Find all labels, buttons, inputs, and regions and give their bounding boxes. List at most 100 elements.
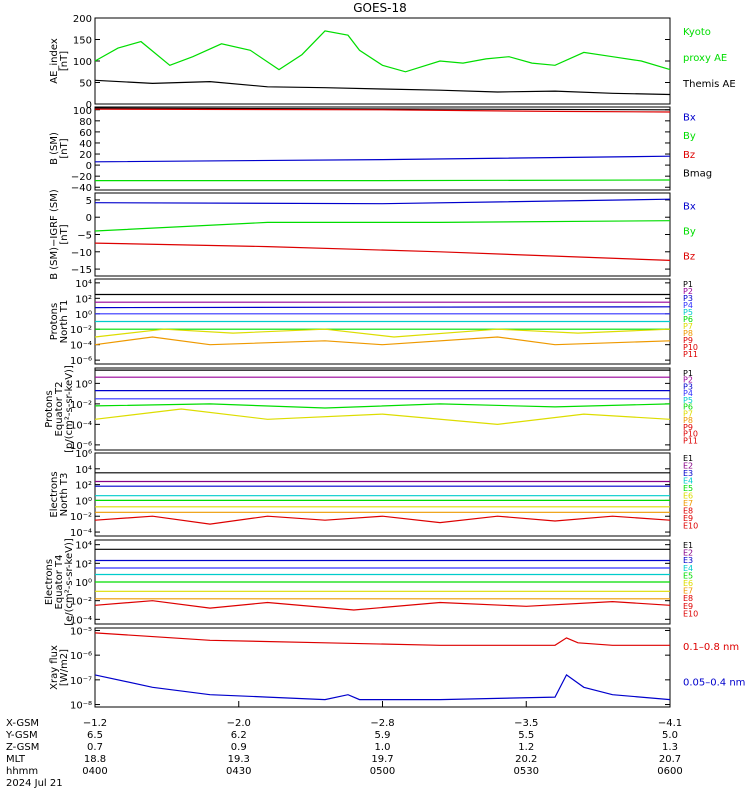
y-tick-label: 10⁻⁴ — [70, 528, 92, 539]
series-legend-label: P3 — [683, 382, 693, 391]
bottom-axis-value: −4.1 — [658, 718, 682, 729]
series-legend-label: E6 — [683, 492, 693, 501]
y-axis-label: Electrons — [49, 471, 60, 517]
series-line-2-4 — [95, 179, 671, 182]
y-axis-label: [e/(cm²-s-sr-keV)] — [64, 538, 75, 626]
series-legend-label: P4 — [683, 301, 693, 310]
y-tick-label: 200 — [73, 14, 92, 25]
series-line-4-8 — [94, 336, 671, 346]
series-legend-label: E10 — [683, 522, 698, 531]
y-tick-label: 10⁰ — [75, 310, 92, 321]
y-tick-label: 20 — [79, 150, 92, 161]
series-legend-label: E2 — [683, 462, 693, 471]
y-tick-label: 10⁻⁵ — [70, 626, 92, 637]
series-line-3-1 — [94, 198, 671, 205]
y-tick-label: 100 — [73, 57, 92, 68]
bottom-axis-value: 6.5 — [87, 730, 103, 741]
y-tick-label: 50 — [79, 79, 92, 90]
series-line-7-8 — [94, 600, 671, 611]
y-tick-label: −15 — [71, 265, 92, 276]
panel-frame — [94, 106, 671, 191]
y-tick-label: 10⁻² — [70, 325, 92, 336]
series-line-3-3 — [94, 242, 671, 261]
chart-title: GOES-18 — [353, 1, 407, 15]
y-axis-label: North T1 — [59, 300, 70, 344]
bottom-row-label: 2024 Jul 21 — [6, 778, 63, 789]
bottom-axis-value: −1.2 — [83, 718, 107, 729]
bottom-axis-value: 20.7 — [659, 754, 681, 765]
series-legend-label: E1 — [683, 454, 693, 463]
bottom-row-label: Y-GSM — [5, 730, 38, 741]
series-legend-label: P9 — [683, 423, 693, 432]
y-tick-label: 10⁻⁷ — [70, 676, 92, 687]
bottom-axis-value: 18.8 — [84, 754, 106, 765]
y-tick-label: 5 — [86, 196, 92, 207]
bottom-axis-value: 1.3 — [662, 742, 678, 753]
series-legend-label: P8 — [683, 416, 693, 425]
y-tick-label: −10 — [71, 248, 92, 259]
y-tick-label: 10⁻² — [70, 597, 92, 608]
bottom-axis-value: 0530 — [514, 766, 539, 777]
series-legend-label: P6 — [683, 403, 693, 412]
y-axis-label: Electrons — [44, 559, 55, 605]
series-legend-label: E4 — [683, 564, 693, 573]
y-tick-label: 10⁰ — [75, 379, 92, 390]
bottom-axis-value: 0430 — [226, 766, 251, 777]
series-legend-label: E4 — [683, 477, 693, 486]
series-line-1-1 — [94, 30, 671, 73]
series-legend-label: P3 — [683, 294, 693, 303]
y-axis-label: B (SM)−IGRF (SM) — [49, 189, 60, 280]
y-tick-label: 10⁰ — [75, 496, 92, 507]
series-legend-label: Bx — [683, 112, 696, 123]
y-tick-label: 150 — [73, 36, 92, 47]
y-axis-label: Equator T2 — [54, 382, 65, 437]
series-line-5-6 — [94, 408, 671, 426]
series-legend-label: P2 — [683, 287, 693, 296]
series-legend-label: E2 — [683, 549, 693, 558]
panel-frame — [94, 452, 671, 537]
series-legend-label: E10 — [683, 609, 698, 618]
y-axis-label: [p/(cm²-s-sr-keV)] — [64, 365, 75, 453]
y-tick-label: 10⁻² — [70, 400, 92, 411]
series-legend-label: proxy AE — [683, 53, 727, 64]
series-line-2-3 — [94, 155, 671, 163]
y-axis-label: B (SM) — [49, 132, 60, 165]
bottom-row-label: X-GSM — [6, 718, 39, 729]
series-line-2-1 — [94, 107, 671, 111]
bottom-row-label: MLT — [6, 754, 26, 765]
panel-7: 10⁴ 10² 10⁰ 10⁻² 10⁻⁴ Electrons Equator T4 [e/(… — [44, 538, 698, 626]
bottom-row-label: hhmm — [6, 766, 38, 777]
series-legend-label: Bz — [683, 252, 695, 263]
y-axis-label: Protons — [44, 390, 55, 427]
series-legend-label: P11 — [683, 436, 698, 445]
y-axis-label: AE_index — [49, 38, 60, 84]
series-legend-label: Bz — [683, 150, 695, 161]
bottom-axis-value: 1.0 — [375, 742, 391, 753]
series-legend-label: E6 — [683, 579, 693, 588]
y-tick-label: 10⁻⁶ — [70, 441, 92, 452]
y-tick-label: 10⁻⁴ — [70, 420, 92, 431]
series-legend-label: E3 — [683, 469, 693, 478]
bottom-axis-value: 0.7 — [87, 742, 103, 753]
series-line-1-2 — [94, 79, 671, 96]
bottom-axis-value: −2.8 — [370, 718, 394, 729]
y-axis-label: [nT] — [59, 138, 70, 158]
panel-frame — [94, 367, 671, 451]
bottom-axis-value: 5.0 — [662, 730, 678, 741]
series-line-8-2 — [94, 674, 671, 701]
series-line-3-2 — [94, 220, 671, 232]
bottom-axis-value: 0500 — [370, 766, 395, 777]
series-line-5-5 — [94, 403, 671, 409]
series-legend-label: E1 — [683, 541, 693, 550]
y-tick-label: 80 — [79, 117, 92, 128]
bottom-axis-value: 0.9 — [231, 742, 247, 753]
y-tick-label: 10⁴ — [75, 541, 92, 552]
panel-3: 5 0 −5 −10 −15 B (SM)−IGRF (SM) [nT] Bx By Bz — [49, 189, 696, 280]
bottom-axis-value: 0600 — [657, 766, 682, 777]
series-legend-label: E7 — [683, 587, 693, 596]
bottom-axis-value: 1.2 — [518, 742, 534, 753]
series-legend-label: Themis AE — [682, 79, 736, 90]
